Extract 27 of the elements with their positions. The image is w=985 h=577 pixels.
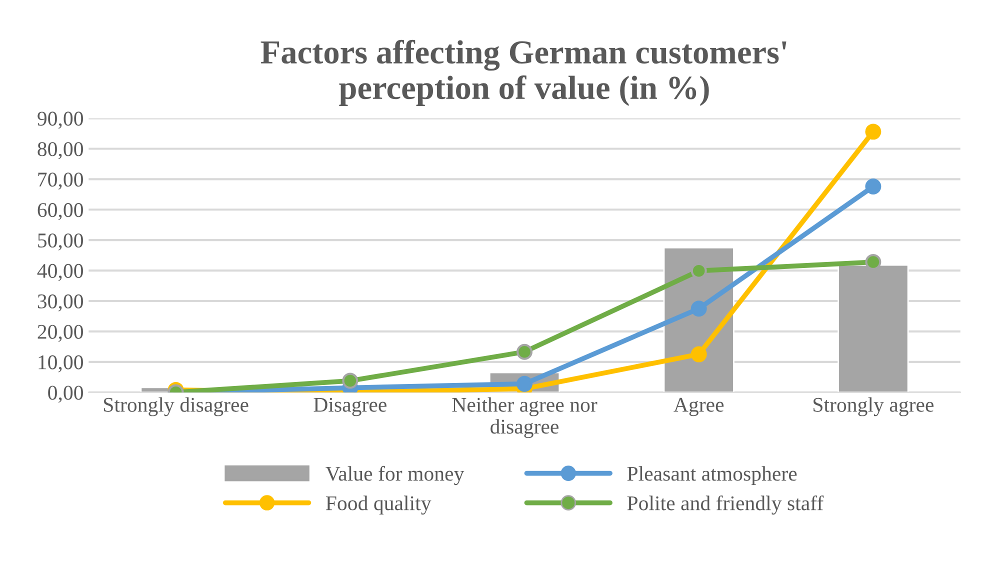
point <box>342 372 358 389</box>
y-tick-label: 60,00 <box>38 203 83 220</box>
point <box>865 124 882 140</box>
legend-label: Value for money <box>326 466 464 486</box>
point <box>865 178 882 194</box>
point <box>690 346 707 362</box>
y-tick-label: 20,00 <box>38 324 83 342</box>
x-tick-label: Strongly agree <box>814 397 934 416</box>
x-tick-label: Strongly disagree <box>104 397 248 416</box>
x-tick-label: Disagree <box>314 398 386 416</box>
chart-title: Factors affecting German customers' perception of value (in %) <box>260 40 786 106</box>
y-tick-label: 30,00 <box>38 294 83 312</box>
y-tick-label: 70,00 <box>38 172 83 190</box>
y-tick-label: 40,00 <box>37 264 83 281</box>
point <box>516 344 532 360</box>
y-tick-label: 10,00 <box>38 355 83 372</box>
legend-label: Polite and friendly staff <box>627 495 824 515</box>
y-tick-label: 50,00 <box>38 233 83 251</box>
y-tick-label: 0,00 <box>48 386 83 403</box>
y-tick-label: 90,00 <box>38 112 83 129</box>
point <box>516 376 532 392</box>
y-tick-label: 80,00 <box>38 142 83 160</box>
x-tick-label: Agree <box>674 398 724 416</box>
x-tick-label: Neither agree nor disagree <box>452 397 598 438</box>
legend-label: Pleasant atmosphere <box>627 466 797 486</box>
legend-label: Food quality <box>326 496 432 515</box>
point <box>690 300 707 317</box>
